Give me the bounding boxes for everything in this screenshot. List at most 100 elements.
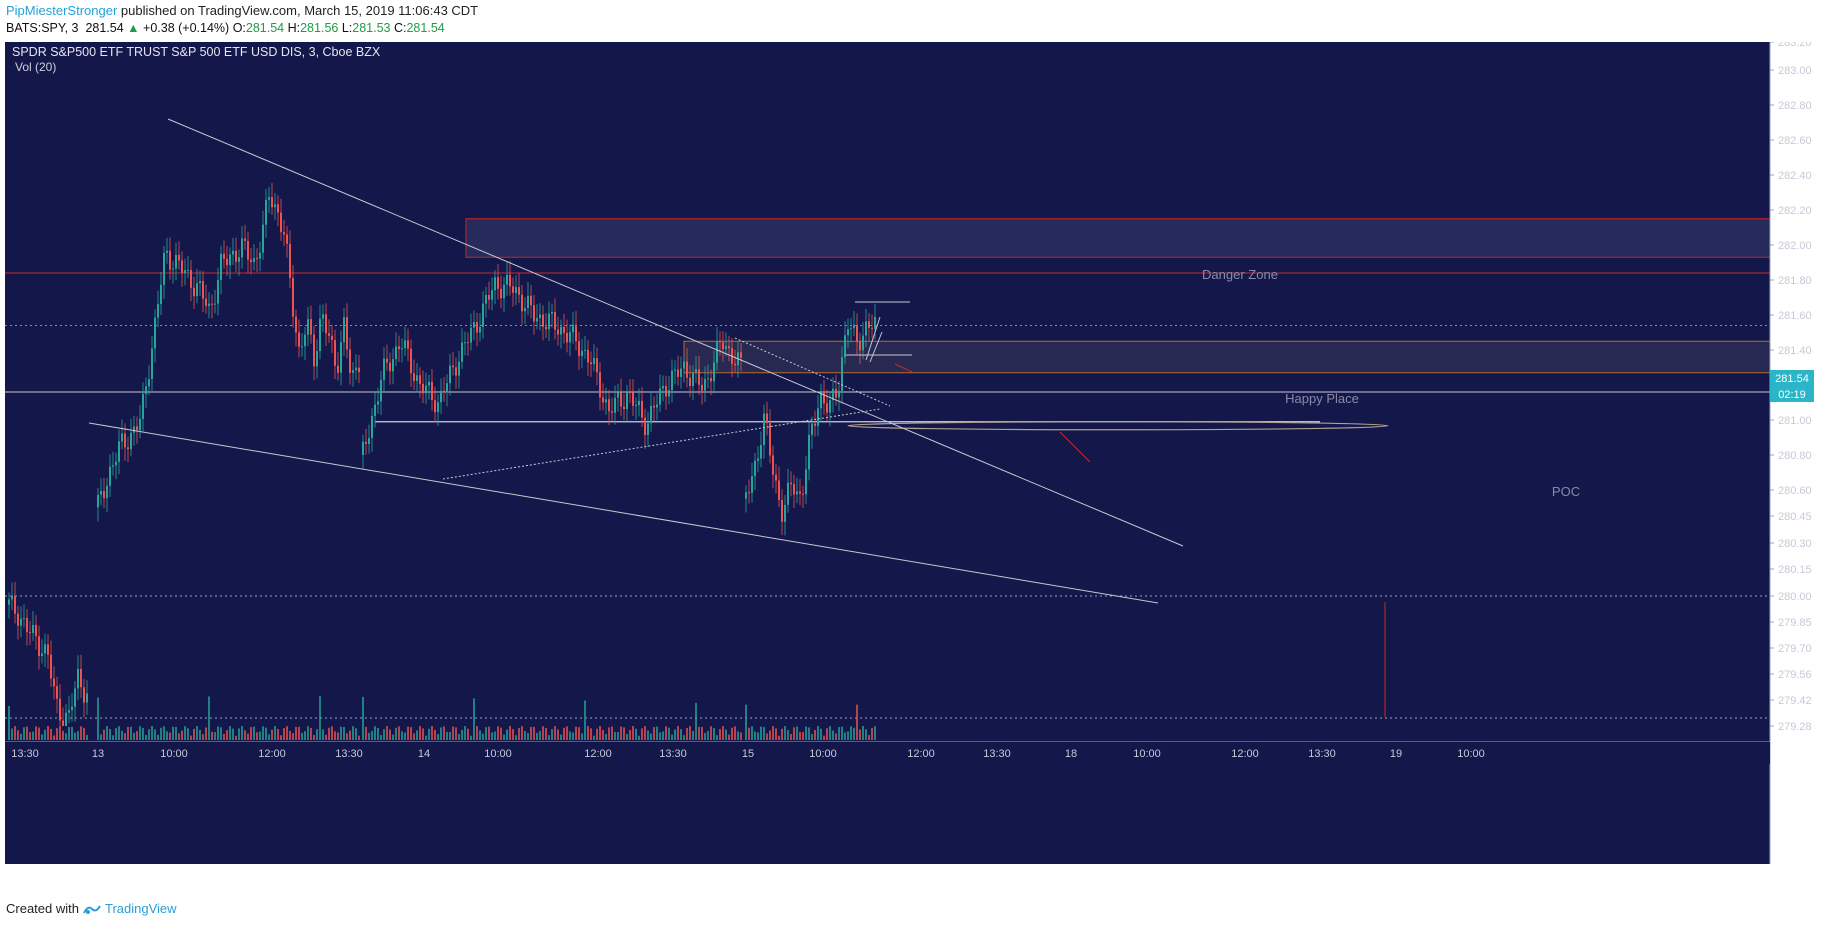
candle-body: [100, 491, 102, 495]
volume-bar: [847, 731, 849, 740]
price-tick-label: 280.30: [1778, 538, 1812, 550]
volume-bar: [766, 733, 768, 740]
volume-bar: [365, 726, 367, 740]
volume-bar: [301, 732, 303, 740]
volume-bar: [398, 726, 400, 740]
volume-bar: [566, 726, 568, 740]
volume-bar: [716, 735, 718, 740]
time-tick-label: 18: [1065, 748, 1077, 760]
candle-body: [668, 390, 670, 397]
candle-body: [623, 406, 625, 410]
volume-bar: [620, 726, 622, 740]
volume-bar: [115, 728, 117, 740]
candle-body: [181, 260, 183, 274]
volume-bar: [548, 735, 550, 740]
volume-bar: [629, 729, 631, 740]
candle-body: [524, 308, 526, 312]
volume-bar: [844, 732, 846, 740]
volume-bar: [17, 730, 19, 740]
volume-bar: [763, 727, 765, 740]
volume-bar: [826, 728, 828, 740]
volume-bar: [638, 735, 640, 740]
volume-bar: [410, 727, 412, 740]
volume-bar: [704, 732, 706, 740]
candle-body: [458, 361, 460, 376]
tradingview-link[interactable]: TradingView: [104, 901, 177, 916]
volume-bar: [611, 726, 613, 740]
time-axis[interactable]: 13:30 13 10:00 12:00 13:30 14 10:00 12:00 13:30 1…: [5, 741, 1770, 764]
candle-body: [77, 668, 79, 689]
candle-body: [358, 367, 360, 373]
candle-body: [584, 349, 586, 351]
candle-body: [602, 397, 604, 403]
candle-body: [545, 326, 547, 330]
candle-body: [352, 370, 354, 373]
candle-body: [428, 381, 430, 386]
candle-body: [232, 250, 234, 255]
volume-bar: [268, 734, 270, 740]
time-tick-label: 10:00: [160, 748, 188, 760]
volume-bar: [65, 733, 67, 740]
candle-body: [235, 250, 237, 262]
author-link[interactable]: PipMiesterStronger: [6, 3, 118, 18]
candle-body: [521, 294, 523, 312]
volume-bar: [404, 732, 406, 740]
candle-body: [166, 250, 168, 253]
candle-body: [533, 305, 535, 322]
candle-body: [355, 367, 357, 371]
volume-bar: [118, 726, 120, 740]
candle-body: [280, 212, 282, 233]
volume-bar: [148, 729, 150, 740]
candle-body: [163, 252, 165, 285]
volume-bar: [14, 726, 16, 740]
candle-body: [380, 379, 382, 402]
candle-body: [80, 668, 82, 688]
volume-bar: [244, 730, 246, 740]
volume-bar: [220, 727, 222, 740]
candle-body: [346, 317, 348, 350]
volume-bar: [184, 726, 186, 740]
candle-body: [698, 369, 700, 385]
volume-bar: [325, 734, 327, 740]
volume-bar: [476, 726, 478, 740]
candle-body: [659, 388, 661, 405]
volume-bar: [280, 735, 282, 740]
candle-body: [124, 433, 126, 448]
candle-body: [745, 492, 747, 499]
volume-bar: [425, 735, 427, 740]
time-tick-label: 13: [92, 748, 104, 760]
volume-bar: [71, 726, 73, 740]
volume-bar: [422, 728, 424, 740]
volume-bar: [817, 726, 819, 740]
candle-body: [328, 333, 330, 336]
candle-body: [449, 365, 451, 384]
volume-bar: [160, 727, 162, 740]
volume-bar: [539, 730, 541, 740]
volume-bar: [823, 735, 825, 740]
volume-bar: [760, 726, 762, 740]
volume-bar: [20, 733, 22, 740]
volume-bar: [175, 727, 177, 740]
tradingview-logo-icon: [83, 904, 101, 914]
candle-body: [416, 375, 418, 381]
candle-body: [868, 321, 870, 328]
poc-ellipse: [847, 421, 1389, 431]
time-tick-label: 15: [742, 748, 754, 760]
candle-body: [608, 399, 610, 412]
time-tick-label: 13:30: [1308, 748, 1336, 760]
price-tick-label: 282.00: [1778, 240, 1812, 252]
volume-bar: [74, 732, 76, 740]
price-tick-label: 280.80: [1778, 450, 1812, 462]
dotted-resistance-line: [734, 337, 891, 407]
candle-body: [395, 346, 397, 360]
candle-body: [461, 342, 463, 362]
candle-body: [482, 303, 484, 327]
poc-arrow: [1059, 431, 1091, 463]
candle-body: [611, 411, 613, 413]
volume-bar: [719, 729, 721, 740]
volume-bar: [695, 702, 697, 740]
volume-bar: [172, 726, 174, 740]
candle-body: [277, 204, 279, 213]
price-chart[interactable]: SPDR S&P500 ETF TRUST S&P 500 ETF USD DI…: [0, 42, 1828, 891]
volume-bar: [380, 735, 382, 740]
